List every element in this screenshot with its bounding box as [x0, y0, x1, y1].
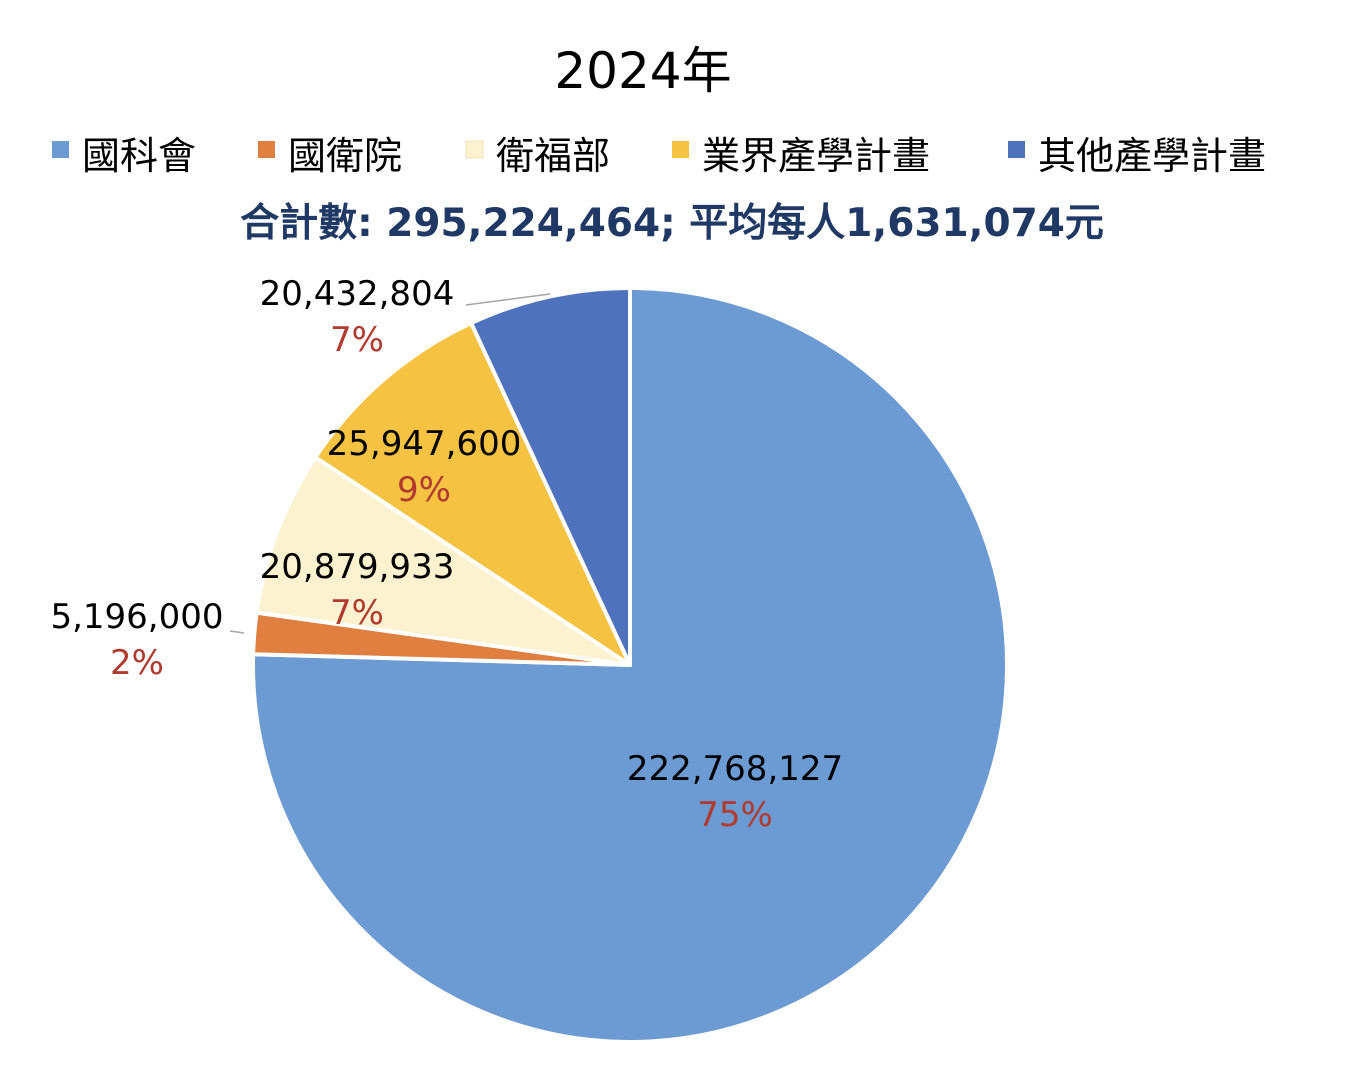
legend-swatch [1008, 141, 1025, 158]
legend-label: 業界產學計畫 [702, 134, 930, 178]
chart-subtitle: 合計數: 295,224,464; 平均每人1,631,074元 [240, 201, 1104, 246]
legend-swatch [672, 141, 689, 158]
legend-label: 衛福部 [496, 134, 610, 178]
legend-label: 其他產學計畫 [1038, 134, 1266, 178]
data-labels: 222,768,127 75% 5,196,000 2% 20,879,933 7% 25,… [50, 274, 843, 835]
value-label: 5,196,000 [50, 597, 223, 637]
legend-swatch [52, 141, 69, 158]
chart-title: 2024年 [554, 42, 731, 100]
percent-label: 2% [110, 643, 164, 683]
legend-label: 國科會 [82, 134, 196, 178]
percent-label: 9% [397, 470, 451, 510]
leader-lines [229, 293, 551, 634]
value-label: 20,879,933 [260, 547, 455, 587]
leader-line [229, 630, 245, 634]
percent-label: 75% [697, 795, 773, 835]
legend-label: 國衛院 [288, 134, 402, 178]
value-label: 20,432,804 [260, 274, 455, 314]
pie-slice [313, 321, 632, 667]
value-label: 25,947,600 [327, 424, 522, 464]
pie-slices [251, 286, 1009, 1044]
legend-swatch [258, 141, 275, 158]
legend-swatch [465, 140, 484, 159]
percent-label: 7% [330, 320, 384, 360]
legend: 國科會 國衛院 衛福部 業界產學計畫 其他產學計畫 [52, 134, 1266, 178]
percent-label: 7% [330, 593, 384, 633]
value-label: 222,768,127 [627, 749, 843, 789]
pie-slice [469, 286, 632, 667]
pie-slice [254, 455, 632, 667]
leader-line [465, 293, 551, 306]
